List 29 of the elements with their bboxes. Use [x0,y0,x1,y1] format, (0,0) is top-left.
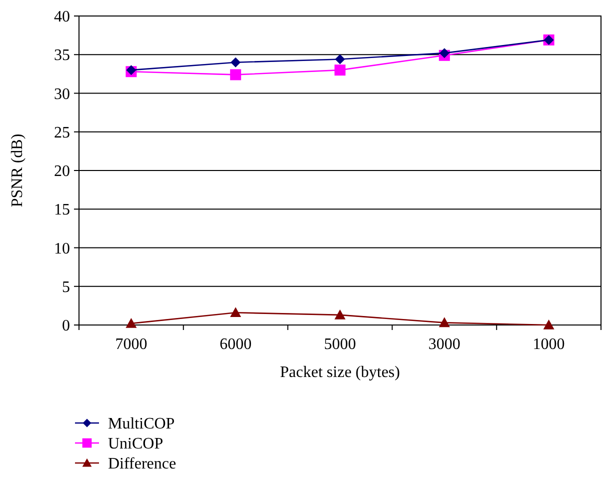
y-tick-label: 5 [62,278,70,296]
x-tick-label: 6000 [220,336,252,353]
y-tick-label: 0 [62,318,70,335]
point [230,57,241,68]
point [334,309,346,320]
point [438,317,450,328]
y-tick-label: 35 [54,47,70,64]
y-axis-title: PSNR (dB) [9,134,26,208]
point [439,48,450,58]
y-tick-label: 15 [54,202,70,219]
point [334,64,346,76]
point [230,69,242,80]
point [126,318,137,328]
y-tick-label: 25 [54,124,70,142]
y-tick-label: 10 [54,240,70,258]
legend-label: MultiCOP [108,416,175,433]
legend-label: UniCOP [108,436,164,453]
x-tick-label: 5000 [324,336,356,353]
y-tick-label: 30 [54,86,70,103]
x-axis-title: Packet size (bytes) [280,364,400,381]
x-tick-label: 3000 [428,336,460,353]
point [335,54,345,64]
x-tick-label: 1000 [532,336,565,353]
legend-label: Difference [108,456,176,473]
y-tick-label: 20 [54,163,70,180]
point [543,320,554,330]
x-tick-label: 7000 [115,336,148,353]
y-tick-label: 40 [54,8,70,26]
point [230,307,242,318]
